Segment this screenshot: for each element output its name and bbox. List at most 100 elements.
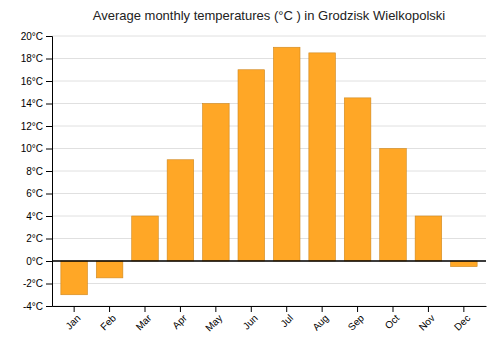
grid-line <box>52 36 486 37</box>
tick-mark <box>357 306 358 312</box>
tick: 14°C <box>21 98 52 109</box>
tick: Oct <box>383 306 402 331</box>
tick-mark <box>46 104 52 105</box>
tick: Jun <box>241 306 260 332</box>
grid <box>52 36 486 306</box>
y-axis: -4°C -2°C 0°C 2°C 4°C 6°C 8°C 10°C 12°C 14°C 16°C 1… <box>21 31 53 312</box>
tick-mark <box>180 306 181 312</box>
bar <box>380 149 407 262</box>
tick-label: -4°C <box>23 301 43 312</box>
tick-label: Nov <box>417 312 437 332</box>
tick-mark <box>46 59 52 60</box>
tick-label: 10°C <box>21 143 43 154</box>
tick-mark <box>46 284 52 285</box>
tick: 12°C <box>21 121 52 132</box>
tick-mark <box>46 149 52 150</box>
tick-label: 18°C <box>21 53 43 64</box>
bar <box>96 261 123 278</box>
tick-mark <box>463 306 464 312</box>
title: Average monthly temperatures (°C ) in Gr… <box>93 8 446 23</box>
tick: Jul <box>278 306 295 329</box>
grid-line <box>52 103 486 104</box>
tick-mark <box>46 81 52 82</box>
tick-label: Dec <box>452 312 472 332</box>
tick-label: Mar <box>134 312 154 332</box>
tick-label: 16°C <box>21 76 43 87</box>
tick: 8°C <box>26 166 52 177</box>
tick: 2°C <box>26 233 52 244</box>
tick-mark <box>46 126 52 127</box>
grid-line <box>52 193 486 194</box>
tick: Sep <box>346 306 367 333</box>
tick-label: Sep <box>346 312 367 333</box>
chart: Average monthly temperatures (°C ) in Gr… <box>0 0 500 350</box>
axis-line <box>53 306 487 307</box>
tick-label: 2°C <box>26 233 43 244</box>
tick-label: -2°C <box>23 278 43 289</box>
tick-mark <box>46 194 52 195</box>
tick: Feb <box>98 306 118 332</box>
tick-mark <box>393 306 394 312</box>
tick: 4°C <box>26 211 52 222</box>
grid-line <box>52 261 486 262</box>
tick: 20°C <box>21 31 52 42</box>
tick-mark <box>428 306 429 312</box>
tick-mark <box>215 306 216 312</box>
grid-line <box>52 81 486 82</box>
tick-label: Jun <box>241 312 260 331</box>
tick: Nov <box>417 306 437 333</box>
bar <box>61 261 88 295</box>
tick-label: 0°C <box>26 256 43 267</box>
x-axis: Jan Feb Mar Apr May Jun Jul Aug Sep Oct Nov Dec <box>53 306 487 334</box>
bar <box>309 53 336 261</box>
tick-mark <box>322 306 323 312</box>
grid-line <box>52 283 486 284</box>
tick: Mar <box>134 306 154 332</box>
tick-mark <box>46 239 52 240</box>
tick-mark <box>46 171 52 172</box>
tick: 10°C <box>21 143 52 154</box>
tick: Apr <box>170 306 189 331</box>
bars <box>61 47 477 295</box>
tick-label: Oct <box>383 312 402 331</box>
tick-mark <box>145 306 146 312</box>
bar <box>203 104 230 262</box>
tick-label: 12°C <box>21 121 43 132</box>
tick-label: Apr <box>170 312 189 331</box>
grid-line <box>52 306 486 307</box>
grid-line <box>52 126 486 127</box>
axis-line <box>46 37 53 307</box>
bar <box>132 216 159 261</box>
tick-label: 8°C <box>26 166 43 177</box>
tick-mark <box>46 306 52 307</box>
tick-label: 14°C <box>21 98 43 109</box>
tick: -2°C <box>23 278 52 289</box>
tick: 6°C <box>26 188 52 199</box>
bar <box>344 98 371 261</box>
tick-label: Jul <box>278 312 295 329</box>
grid-line <box>52 148 486 149</box>
tick-label: Jan <box>63 312 82 331</box>
tick: Jan <box>63 306 82 332</box>
bar <box>451 261 478 267</box>
tick-mark <box>46 261 52 262</box>
plot: -4°C -2°C 0°C 2°C 4°C 6°C 8°C 10°C 12°C 14°C 16°C 1… <box>21 31 487 334</box>
tick-mark <box>286 306 287 312</box>
bar <box>167 160 194 261</box>
zero-line <box>52 260 486 262</box>
tick-label: 4°C <box>26 211 43 222</box>
tick: 0°C <box>26 256 52 267</box>
tick: -4°C <box>23 301 52 312</box>
tick: Aug <box>310 306 330 333</box>
tick: 16°C <box>21 76 52 87</box>
grid-line <box>52 58 486 59</box>
grid-line <box>52 171 486 172</box>
tick: May <box>203 306 224 334</box>
tick: Dec <box>452 306 472 333</box>
bar <box>273 47 300 261</box>
bar <box>415 216 442 261</box>
tick-label: May <box>203 312 224 333</box>
tick-mark <box>109 306 110 312</box>
bar <box>238 70 265 261</box>
tick-label: 6°C <box>26 188 43 199</box>
